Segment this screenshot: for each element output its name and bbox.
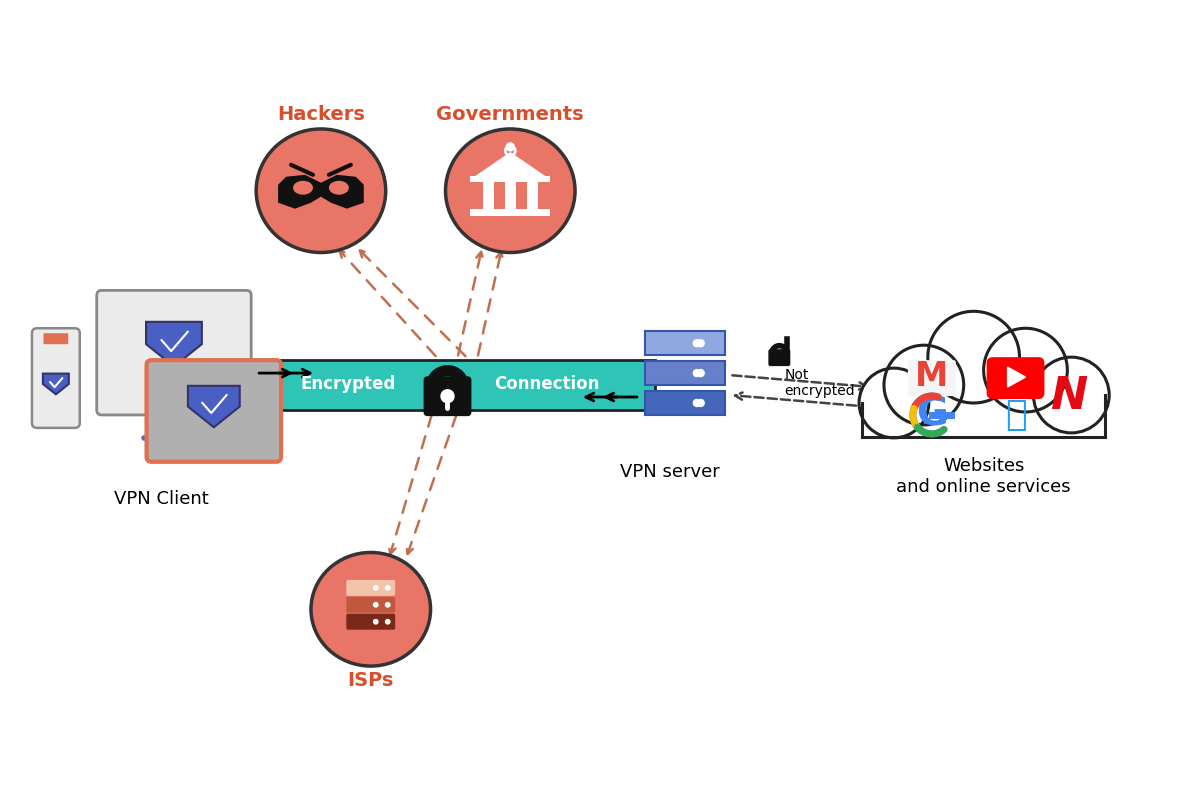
Circle shape	[927, 311, 1020, 403]
Circle shape	[697, 370, 704, 377]
FancyBboxPatch shape	[483, 177, 494, 213]
Polygon shape	[472, 153, 549, 178]
Polygon shape	[188, 386, 240, 427]
Text: Connection: Connection	[494, 375, 599, 393]
Text: 🐦: 🐦	[1004, 398, 1027, 432]
FancyBboxPatch shape	[505, 177, 516, 213]
FancyBboxPatch shape	[241, 360, 655, 410]
FancyBboxPatch shape	[526, 177, 538, 213]
FancyBboxPatch shape	[347, 580, 395, 596]
Circle shape	[386, 586, 389, 590]
Text: N: N	[1050, 374, 1087, 418]
FancyBboxPatch shape	[471, 176, 550, 182]
Circle shape	[859, 368, 929, 438]
Circle shape	[694, 340, 700, 346]
Circle shape	[506, 143, 514, 151]
Circle shape	[988, 332, 1063, 408]
FancyBboxPatch shape	[907, 360, 956, 396]
Circle shape	[984, 328, 1068, 412]
Circle shape	[441, 390, 454, 402]
Text: Governments: Governments	[437, 105, 584, 124]
FancyBboxPatch shape	[424, 376, 472, 416]
Ellipse shape	[293, 181, 313, 194]
Polygon shape	[42, 374, 68, 394]
FancyBboxPatch shape	[768, 349, 791, 366]
Text: M: M	[916, 359, 949, 393]
Circle shape	[889, 349, 959, 421]
Text: VPN server: VPN server	[620, 462, 720, 481]
FancyBboxPatch shape	[471, 209, 550, 216]
Circle shape	[374, 586, 378, 590]
FancyBboxPatch shape	[644, 361, 725, 385]
FancyBboxPatch shape	[347, 597, 395, 613]
Ellipse shape	[312, 553, 431, 666]
Text: G: G	[916, 396, 948, 434]
Text: Encrypted: Encrypted	[300, 375, 395, 393]
Circle shape	[1034, 357, 1109, 433]
Circle shape	[694, 399, 700, 406]
FancyBboxPatch shape	[866, 395, 1101, 435]
Polygon shape	[278, 174, 363, 209]
FancyBboxPatch shape	[97, 290, 251, 415]
Text: Hackers: Hackers	[277, 105, 365, 124]
Text: Websites
and online services: Websites and online services	[897, 457, 1071, 496]
Circle shape	[694, 370, 700, 377]
FancyBboxPatch shape	[44, 334, 68, 344]
FancyBboxPatch shape	[32, 328, 80, 428]
FancyBboxPatch shape	[986, 357, 1044, 399]
FancyBboxPatch shape	[150, 406, 198, 440]
Circle shape	[932, 315, 1016, 399]
Text: Not
encrypted: Not encrypted	[785, 368, 856, 398]
Circle shape	[1037, 361, 1106, 429]
Text: ISPs: ISPs	[348, 671, 394, 690]
Circle shape	[386, 602, 389, 607]
Circle shape	[374, 602, 378, 607]
FancyBboxPatch shape	[146, 360, 281, 462]
Circle shape	[386, 619, 389, 624]
Polygon shape	[1008, 367, 1025, 387]
FancyBboxPatch shape	[863, 385, 1106, 437]
FancyBboxPatch shape	[347, 614, 395, 630]
Circle shape	[697, 340, 704, 346]
Circle shape	[374, 619, 378, 624]
Ellipse shape	[256, 129, 386, 253]
Ellipse shape	[446, 129, 575, 253]
Polygon shape	[146, 322, 202, 366]
Text: VPN Client: VPN Client	[114, 490, 209, 508]
FancyBboxPatch shape	[644, 331, 725, 355]
Ellipse shape	[505, 146, 516, 156]
FancyBboxPatch shape	[644, 391, 725, 415]
Circle shape	[884, 345, 964, 425]
Circle shape	[863, 372, 925, 434]
Ellipse shape	[329, 181, 349, 194]
Circle shape	[697, 399, 704, 406]
